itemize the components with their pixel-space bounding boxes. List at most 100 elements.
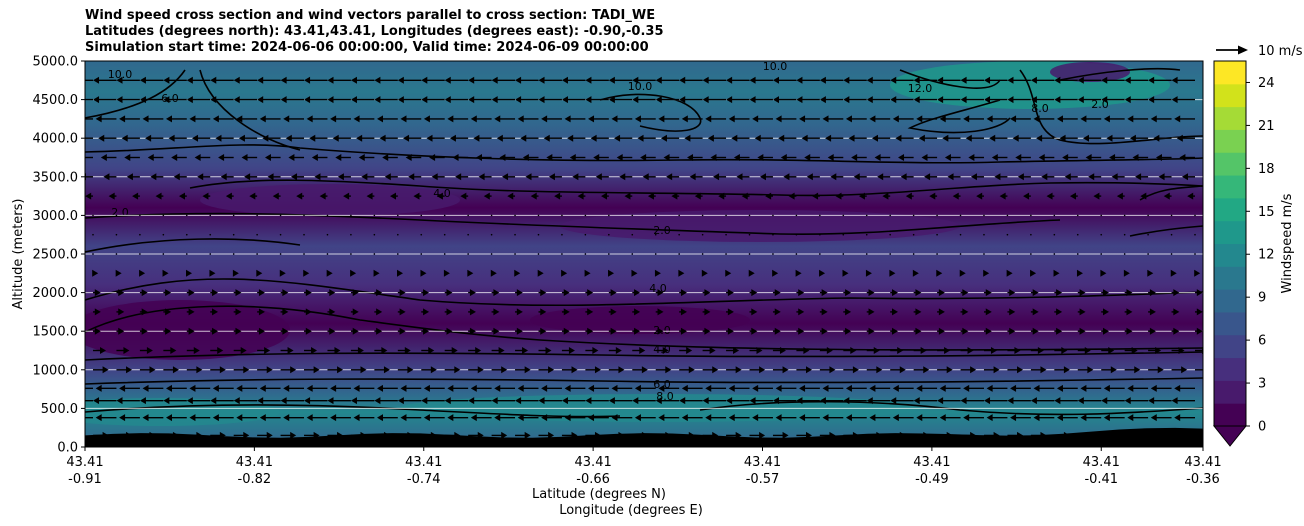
wind-vector — [1030, 289, 1039, 297]
wind-vector — [718, 192, 727, 200]
colorbar-band-4 — [1214, 311, 1246, 336]
wind-vector — [585, 366, 601, 374]
wind-vector — [350, 253, 352, 255]
wind-vector — [491, 327, 500, 335]
wind-vector — [1124, 397, 1149, 405]
wind-vector — [85, 137, 93, 139]
wind-vector — [267, 173, 281, 181]
wind-vector — [502, 173, 516, 181]
wind-vector — [470, 414, 492, 422]
wind-vector — [608, 366, 625, 374]
wind-vector — [631, 214, 634, 217]
wind-vector — [306, 384, 328, 392]
wind-vector — [845, 115, 867, 123]
wind-vector — [280, 289, 289, 297]
wind-vector — [608, 327, 617, 335]
wind-vector — [327, 347, 341, 354]
colorbar-band-2 — [1214, 357, 1246, 381]
wind-vector — [1064, 173, 1078, 181]
wind-vector — [116, 397, 140, 405]
wind-vector — [1101, 397, 1125, 405]
wind-vector — [350, 76, 375, 84]
wind-vector — [366, 192, 375, 200]
wind-vector — [822, 384, 844, 392]
wind-vector — [443, 214, 446, 217]
wind-vector — [710, 154, 727, 161]
wind-vector — [374, 347, 388, 354]
wind-vector — [939, 115, 961, 123]
wind-vector — [554, 192, 562, 200]
wind-vector — [538, 366, 555, 374]
wind-vector — [959, 269, 966, 277]
wind-vector — [569, 154, 586, 161]
y-tick-label-2: 1000.0 — [33, 363, 79, 378]
wind-vector — [162, 214, 165, 217]
colorbar-band-13 — [1214, 106, 1246, 130]
wind-vector — [1030, 327, 1039, 335]
wind-vector — [983, 269, 990, 277]
wind-vector — [538, 76, 562, 84]
wind-vector — [1148, 327, 1156, 335]
contour-label-8: 12.0 — [908, 82, 933, 95]
wind-vector — [707, 134, 727, 142]
wind-vector — [1041, 173, 1055, 181]
wind-vector — [491, 366, 508, 374]
wind-vector — [358, 154, 375, 161]
wind-vector — [1054, 366, 1070, 374]
colorbar-tick-label-8: 24 — [1258, 76, 1275, 91]
wind-vector — [1088, 173, 1102, 181]
wind-vector — [795, 253, 798, 255]
wind-vector — [913, 289, 922, 297]
wind-vector — [728, 115, 750, 123]
wind-vector — [233, 397, 258, 405]
wind-vector — [491, 431, 508, 439]
wind-vector — [215, 134, 234, 142]
wind-vector — [163, 327, 172, 335]
wind-vector — [994, 173, 1008, 181]
colorbar-band-10 — [1214, 175, 1246, 199]
wind-vector — [959, 214, 962, 217]
wind-vector — [702, 76, 727, 84]
wind-vector — [186, 366, 203, 374]
wind-vector — [232, 253, 235, 255]
wind-vector — [702, 308, 711, 316]
wind-vector — [608, 269, 615, 277]
wind-vector — [1006, 233, 1009, 236]
wind-vector — [303, 214, 305, 217]
chart-title-line-3: Simulation start time: 2024-06-06 00:00:… — [85, 40, 649, 55]
wind-vector — [92, 269, 99, 277]
wind-vector — [1006, 269, 1013, 277]
wind-vector — [326, 233, 329, 236]
wind-vector — [202, 192, 211, 200]
wind-vector — [1150, 384, 1172, 392]
wind-vector — [960, 289, 969, 297]
contour-line-9 — [85, 69, 301, 151]
wind-vector — [327, 96, 351, 104]
wind-vector — [139, 397, 164, 405]
wind-vector — [1158, 173, 1172, 181]
wind-vector — [1124, 366, 1141, 374]
wind-vector — [491, 76, 516, 84]
wind-vector — [889, 269, 896, 277]
wind-vector — [543, 134, 562, 142]
wind-vector — [564, 414, 586, 422]
wind-vector — [1171, 308, 1180, 316]
wind-vector — [93, 366, 109, 374]
wind-vector — [666, 173, 680, 181]
wind-vector — [588, 384, 609, 392]
wind-vector — [585, 289, 594, 297]
field-region-2 — [200, 184, 460, 216]
wind-vector — [150, 173, 164, 181]
wind-vector — [1076, 253, 1079, 255]
wind-vector — [165, 414, 187, 422]
wind-vector — [421, 327, 430, 335]
contour-line-0 — [85, 278, 1203, 307]
wind-vector — [842, 214, 845, 217]
wind-vector — [93, 397, 117, 405]
wind-vector — [257, 397, 281, 405]
colorbar-tick-label-2: 6 — [1258, 334, 1266, 349]
wind-vector — [882, 192, 891, 200]
contour-label-3: 4.0 — [653, 343, 671, 356]
wind-vector — [642, 173, 656, 181]
wind-vector — [431, 173, 445, 181]
